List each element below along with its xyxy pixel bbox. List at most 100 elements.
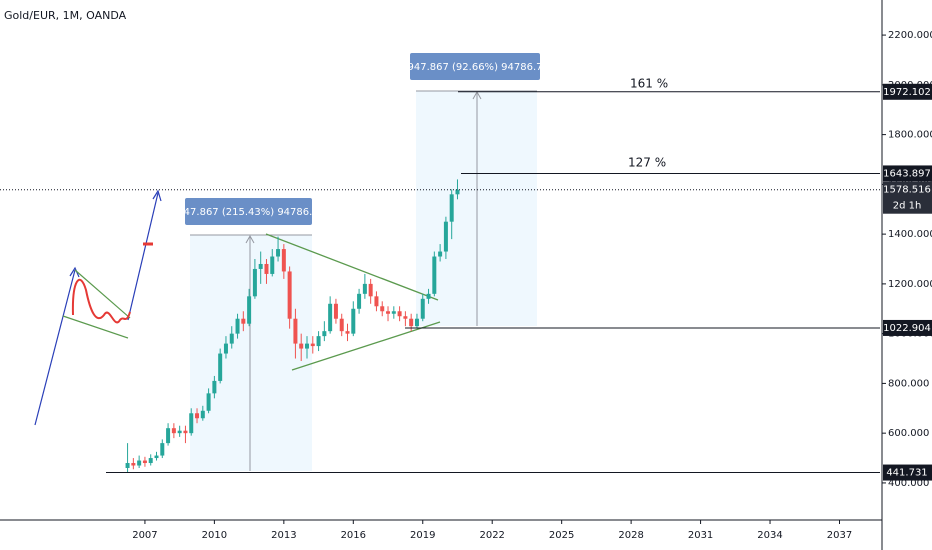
trend-line	[291, 321, 441, 371]
candle-body	[368, 283, 373, 297]
candle-body	[281, 249, 286, 272]
candle-body	[386, 311, 391, 314]
candle-body	[391, 311, 396, 314]
candle-body	[455, 189, 460, 195]
y-tick-label: 800.000	[888, 378, 929, 389]
candle-body	[195, 413, 200, 419]
price-label: 1578.516	[883, 185, 931, 196]
fib-label: 161 %	[630, 77, 668, 91]
candle-body	[287, 271, 292, 319]
candle-body	[333, 303, 338, 319]
candle-body	[183, 430, 188, 434]
level-label-box	[883, 464, 932, 481]
x-tick-label: 2007	[132, 530, 157, 541]
candle-body	[148, 458, 153, 464]
candle-body	[131, 463, 136, 466]
x-tick-label: 2025	[549, 530, 574, 541]
x-tick-label: 2022	[479, 530, 504, 541]
candle-body	[270, 256, 275, 274]
candle-body	[414, 318, 419, 327]
trend-line	[265, 233, 439, 301]
candle-body	[374, 296, 379, 307]
measure-label: 947.867 (92.66%) 94786.7	[408, 62, 543, 73]
candle-body	[409, 318, 414, 327]
candle-body	[125, 463, 130, 468]
candle-body	[223, 343, 228, 354]
x-tick-label: 2016	[341, 530, 366, 541]
candle-body	[154, 455, 159, 459]
chart-title: Gold/EUR, 1M, OANDA	[4, 9, 127, 22]
x-tick-label: 2034	[757, 530, 782, 541]
level-label-box	[883, 319, 932, 336]
level-label: 1972.102	[883, 87, 931, 98]
candle-body	[357, 293, 362, 309]
measure-range	[190, 235, 312, 471]
candle-body	[426, 293, 431, 299]
candle-body	[229, 333, 234, 344]
candle-body	[264, 263, 269, 274]
candle-body	[420, 298, 425, 319]
level-label: 1022.904	[883, 323, 931, 334]
candle-body	[443, 221, 448, 252]
x-tick-label: 2013	[271, 530, 296, 541]
y-tick-label: 2200.000	[888, 30, 932, 41]
candle-body	[362, 283, 367, 294]
candle-body	[351, 308, 356, 334]
candle-body	[212, 380, 217, 394]
sketch-pennant	[62, 269, 131, 339]
candle-body	[258, 263, 263, 269]
candle-body	[380, 306, 385, 312]
y-tick-label: 1400.000	[888, 229, 932, 240]
x-tick-label: 2037	[827, 530, 852, 541]
candle-body	[293, 318, 298, 344]
sketch-arrow	[69, 189, 162, 278]
candle-body	[403, 316, 408, 319]
candle-body	[171, 428, 176, 434]
candle-body	[137, 460, 142, 466]
candle-body	[449, 194, 454, 222]
countdown-label: 2d 1h	[893, 201, 922, 212]
candle-body	[299, 343, 304, 349]
measure-label-box	[185, 198, 312, 225]
candle-body	[166, 428, 171, 444]
candle-body	[328, 303, 333, 332]
y-tick-label: 1800.000	[888, 130, 932, 141]
candle-body	[189, 413, 194, 434]
price-label-box	[883, 181, 932, 214]
candle-body	[206, 393, 211, 411]
candle-body	[310, 343, 315, 347]
candle-body	[235, 318, 240, 334]
measure-label: 947.867 (215.43%) 94786.7	[177, 207, 318, 218]
candle-body	[339, 318, 344, 332]
level-label-box	[883, 83, 932, 100]
x-tick-label: 2031	[688, 530, 713, 541]
candle-body	[160, 443, 165, 456]
candle-body	[438, 251, 443, 257]
fib-label: 127 %	[628, 156, 666, 170]
candle-body	[241, 318, 246, 324]
y-tick-label: 600.000	[888, 428, 929, 439]
x-tick-label: 2028	[618, 530, 643, 541]
candle-body	[276, 249, 281, 257]
candle-body	[304, 343, 309, 349]
candle-body	[322, 331, 327, 337]
candle-body	[218, 353, 223, 381]
y-tick-label: 1200.000	[888, 279, 932, 290]
candle-body	[247, 296, 252, 324]
y-tick-label: 400.000	[888, 478, 929, 489]
sketch-wave	[71, 278, 131, 324]
level-label-box	[883, 165, 932, 182]
candle-body	[397, 311, 402, 317]
level-label: 441.731	[886, 468, 927, 479]
x-tick-label: 2019	[410, 530, 435, 541]
measure-label-box	[410, 53, 540, 80]
candle-body	[345, 331, 350, 334]
candle-body	[177, 430, 182, 434]
candle-body	[200, 410, 205, 419]
sketch-line	[34, 192, 159, 426]
candle-body	[252, 268, 257, 297]
candle-body	[142, 460, 147, 464]
x-tick-label: 2010	[202, 530, 227, 541]
